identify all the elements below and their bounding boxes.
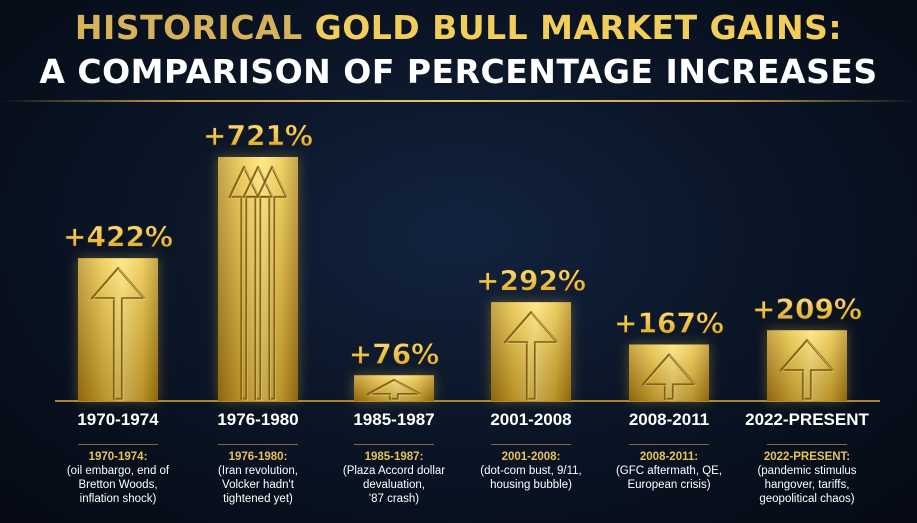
period-description: 2001-2008: (dot-com bust, 9/11, housing bu… [456, 450, 606, 492]
period-description: 2008-2011: (GFC aftermath, QE, European cr… [594, 450, 744, 492]
bar-group: +76% [348, 337, 440, 401]
description-line: (pandemic stimulus [757, 465, 857, 477]
category-label: 1985-1987 [353, 410, 435, 429]
description-line: (Iran revolution, [218, 465, 298, 477]
description-line: devaluation, [362, 479, 426, 491]
arrow-highlight [781, 340, 835, 401]
bar-group: +721% [203, 119, 313, 401]
category-label: 2022-PRESENT [745, 410, 869, 429]
category-label: 2001-2008 [490, 410, 572, 429]
period-description: 2022-PRESENT: (pandemic stimulus hangover,… [732, 450, 882, 506]
bar-shade [629, 344, 709, 401]
description-line: Bretton Woods, [78, 479, 158, 491]
bar-group: +209% [752, 292, 862, 401]
bar-shade [218, 157, 298, 401]
description-line: (oil embargo, end of [66, 465, 170, 477]
description-divider [491, 444, 571, 445]
description-line: hangover, tariffs, [764, 479, 850, 491]
arrow-highlight [368, 380, 422, 401]
description-line: European crisis) [627, 479, 711, 491]
arrow-icon [90, 267, 146, 401]
arrow-highlight [244, 167, 274, 401]
title-line-2: A COMPARISON OF PERCENTAGE INCREASES [39, 52, 878, 91]
arrow-highlight [258, 167, 288, 401]
description-divider [629, 444, 709, 445]
category-label: 2008-2011 [628, 410, 710, 429]
description-line: tightened yet) [223, 493, 293, 505]
description-heading: 2022-PRESENT: [763, 451, 851, 463]
arrow-highlight [643, 354, 697, 401]
bar-group: +422% [63, 220, 173, 401]
bar-shade [78, 258, 158, 401]
description-heading: 1976-1980: [228, 451, 288, 463]
description-line: inflation shock) [79, 493, 157, 505]
description-line: '87 crash) [368, 493, 420, 505]
description-line: (GFC aftermath, QE, [615, 465, 723, 477]
value-label: +292% [476, 264, 586, 297]
arrow-icon [779, 339, 835, 401]
arrow-icon [256, 165, 288, 401]
title-highlight: GOLD BULL MARKET GAINS: [314, 8, 843, 47]
bar-group: +167% [614, 306, 724, 401]
title-prefix: HISTORICAL [74, 8, 315, 47]
period-description: 1970-1974: (oil embargo, end of Bretton Wo… [43, 450, 193, 506]
description-divider [354, 444, 434, 445]
bar-shade [491, 302, 571, 401]
description-line: (dot-com bust, 9/11, [480, 465, 582, 477]
description-divider [767, 444, 847, 445]
value-label: +209% [752, 292, 862, 325]
arrow-highlight [505, 312, 559, 401]
description-line: (Plaza Accord dollar [342, 465, 446, 477]
description-heading: 2008-2011: [639, 451, 699, 463]
value-label: +167% [614, 306, 724, 339]
period-description: 1985-1987: (Plaza Accord dollar devaluatio… [319, 450, 469, 506]
arrow-icon [641, 353, 697, 401]
description-divider [78, 444, 158, 445]
description-divider [218, 444, 298, 445]
description-line: Volcker hadn't [222, 479, 294, 491]
period-description: 1976-1980: (Iran revolution, Volcker hadn'… [183, 450, 333, 506]
description-heading: 1970-1974: [88, 451, 148, 463]
category-label: 1970-1974 [77, 410, 159, 429]
arrow-highlight [92, 268, 146, 401]
chart-title: HISTORICAL GOLD BULL MARKET GAINS: A COM… [0, 6, 917, 94]
description-line: geopolitical chaos) [759, 493, 855, 505]
bar-group: +292% [476, 264, 586, 401]
title-line-1: HISTORICAL GOLD BULL MARKET GAINS: [0, 6, 917, 50]
description-line: housing bubble) [490, 479, 572, 491]
description-heading: 1985-1987: [364, 451, 424, 463]
value-label: +76% [349, 337, 439, 370]
arrow-icon [503, 311, 559, 401]
value-label: +721% [203, 119, 313, 152]
category-label: 1976-1980 [217, 410, 299, 429]
title-divider [0, 100, 917, 102]
description-heading: 2001-2008: [501, 451, 561, 463]
value-label: +422% [63, 220, 173, 253]
